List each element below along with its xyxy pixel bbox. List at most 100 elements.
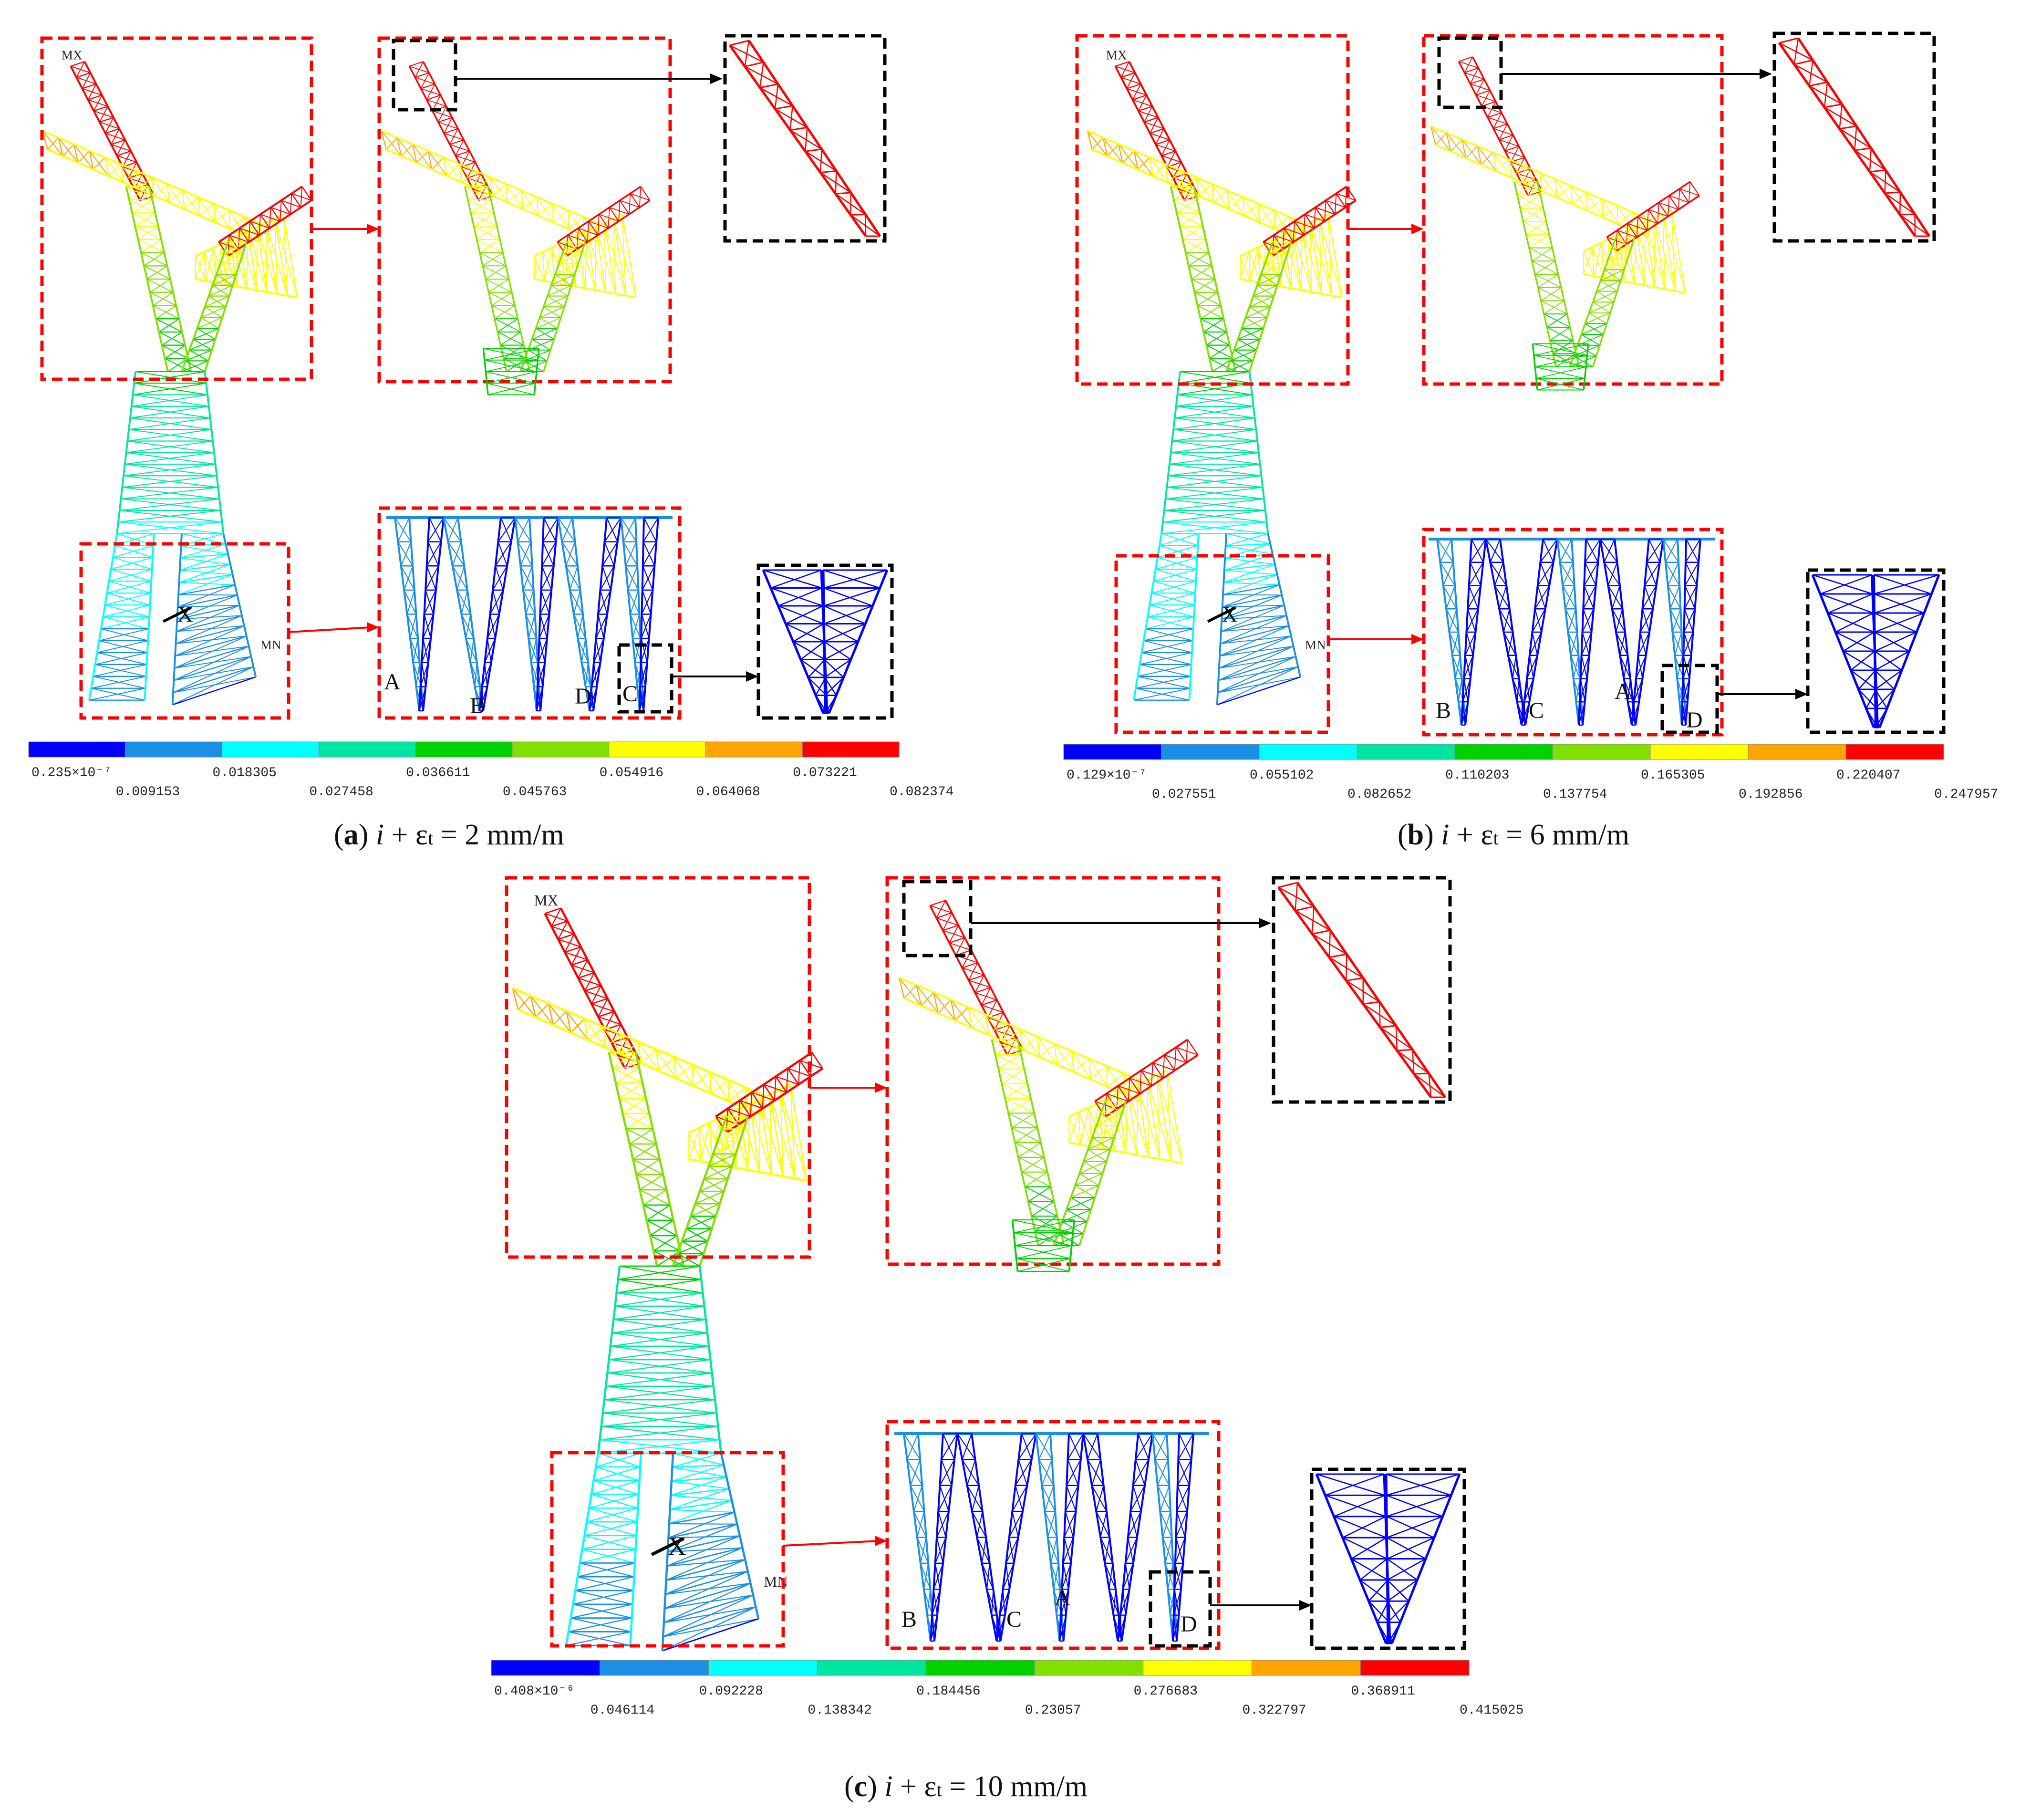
colorbar-tick-label: 0.046114 xyxy=(591,1703,654,1718)
colorbar-tick-label: 0.082652 xyxy=(1347,787,1411,802)
caption-c-letter: c xyxy=(854,1770,868,1803)
tower-lower-zoom-b xyxy=(1429,538,1715,726)
colorbar-swatch xyxy=(1748,744,1846,760)
arrow-detail-top-a xyxy=(456,73,723,84)
foot-label-a: C xyxy=(622,681,638,707)
arrow-lower-a xyxy=(288,622,379,633)
caption-b-value: 6 xyxy=(1530,819,1545,851)
foot-label-c: C xyxy=(1006,1607,1022,1632)
colorbar-swatch xyxy=(705,741,803,758)
axis-line xyxy=(162,606,192,623)
detail-box-top-a xyxy=(723,34,887,243)
caption-a-i: i xyxy=(375,819,384,851)
caption-b-letter: b xyxy=(1407,819,1424,851)
colorbar-swatch xyxy=(1063,744,1162,760)
arrow-upper-c xyxy=(809,1082,887,1093)
zoom-box-lower-detail-b xyxy=(1422,528,1724,737)
colorbar-tick-label: 0.009153 xyxy=(116,785,180,800)
caption-b-sub: t xyxy=(1493,827,1499,849)
detail-box-bottom-small-c xyxy=(1149,1570,1212,1648)
colorbar-swatch xyxy=(1143,1660,1252,1676)
caption-a-value: 2 xyxy=(465,819,480,851)
arrow-lower-c xyxy=(783,1536,887,1547)
arrow-upper-a xyxy=(311,224,379,234)
colorbar-swatch xyxy=(1454,744,1553,760)
caption-b-i: i xyxy=(1441,819,1450,851)
colorbar-swatch xyxy=(1357,744,1455,760)
detail-box-bottom-b xyxy=(1806,568,1946,734)
colorbar-tick-label: 0.408×10⁻⁶ xyxy=(494,1684,574,1699)
panel-b: MX MN X B C A D 0.129×10⁻⁷ 0.027551 0.055102 0.082… xyxy=(1021,0,2041,859)
arrow-detail-top-b xyxy=(1501,69,1772,79)
colorbar-a: 0.235×10⁻⁷ 0.009153 0.018305 0.027458 0.0366… xyxy=(28,741,953,800)
colorbar-tick-label: 0.110203 xyxy=(1445,768,1509,783)
foot-label-b: C xyxy=(1529,698,1544,723)
colorbar-swatch xyxy=(491,1660,601,1676)
zoom-box-upper-detail-c xyxy=(885,876,1221,1266)
tower-upper-zoom-c xyxy=(898,900,1199,1272)
detail-bottom-b xyxy=(1811,574,1940,728)
caption-a-unit: mm/m xyxy=(487,819,564,851)
colorbar-swatch xyxy=(1360,1660,1470,1676)
colorbar-swatch xyxy=(28,741,126,758)
zoom-box-lower-c xyxy=(550,1451,785,1648)
colorbar-tick-label: 0.138342 xyxy=(808,1703,871,1718)
detail-box-bottom-small-a xyxy=(617,643,673,714)
detail-box-top-c xyxy=(1272,876,1452,1104)
caption-a: (a) i + εt = 2 mm/m xyxy=(334,819,564,851)
colorbar-tick-label: 0.192856 xyxy=(1739,787,1803,802)
colorbar-tick-label: 0.055102 xyxy=(1250,768,1314,783)
colorbar-swatch xyxy=(600,1660,709,1676)
colorbar-tick-label: 0.054916 xyxy=(600,766,663,780)
detail-top-a xyxy=(728,40,881,237)
tower-lower-zoom-c xyxy=(894,1432,1209,1642)
colorbar-c: 0.408×10⁻⁶ 0.046114 0.092228 0.138342 0.1844… xyxy=(491,1660,1523,1718)
arrow-detail-bottom-c xyxy=(1210,1600,1312,1611)
caption-b-unit: mm/m xyxy=(1552,819,1630,851)
colorbar-swatch xyxy=(415,741,513,758)
detail-box-bottom-a xyxy=(756,563,894,720)
min-label: MN xyxy=(260,638,281,652)
detail-box-top-small-c xyxy=(902,880,973,957)
colorbar-swatch xyxy=(1161,744,1260,760)
caption-b-symbol: ε xyxy=(1481,819,1493,851)
colorbar-tick-label: 0.184456 xyxy=(916,1684,980,1699)
zoom-box-upper-detail-b xyxy=(1422,34,1724,386)
colorbar-tick-label: 0.064068 xyxy=(696,785,760,800)
colorbar-swatch xyxy=(802,741,900,758)
colorbar-swatch xyxy=(1552,744,1651,760)
colorbar-swatch xyxy=(125,741,223,758)
colorbar-tick-label: 0.129×10⁻⁷ xyxy=(1067,768,1147,783)
colorbar-tick-label: 0.220407 xyxy=(1836,768,1900,783)
detail-box-bottom-small-b xyxy=(1660,664,1719,734)
colorbar-tick-label: 0.276683 xyxy=(1134,1684,1198,1699)
caption-c: (c) i + εt = 10 mm/m xyxy=(844,1770,1088,1803)
detail-box-top-small-a xyxy=(392,39,457,112)
arrow-lower-b xyxy=(1328,634,1424,645)
min-label: MN xyxy=(1305,638,1326,652)
tower-upper-zoom-b xyxy=(1430,56,1700,391)
colorbar-swatch xyxy=(1259,744,1357,760)
colorbar-tick-label: 0.23057 xyxy=(1025,1703,1081,1718)
foot-label-b: B xyxy=(1436,698,1451,723)
detail-top-b xyxy=(1778,37,1931,237)
colorbar-tick-label: 0.092228 xyxy=(699,1684,763,1699)
detail-box-bottom-c xyxy=(1310,1467,1466,1650)
detail-box-top-small-b xyxy=(1437,36,1503,109)
zoom-box-upper-detail-a xyxy=(377,36,672,384)
detail-top-c xyxy=(1277,882,1447,1098)
colorbar-tick-label: 0.415025 xyxy=(1460,1703,1523,1718)
colorbar-swatch xyxy=(1650,744,1749,760)
colorbar-swatch xyxy=(1251,1660,1361,1676)
caption-c-unit: mm/m xyxy=(1010,1770,1088,1803)
foot-label-b: A xyxy=(1615,679,1631,704)
zoom-box-lower-b xyxy=(1114,554,1330,734)
colorbar-tick-label: 0.247957 xyxy=(1934,787,1998,802)
caption-a-letter: a xyxy=(343,819,359,851)
detail-box-top-b xyxy=(1772,31,1936,243)
max-label: MX xyxy=(534,892,559,909)
